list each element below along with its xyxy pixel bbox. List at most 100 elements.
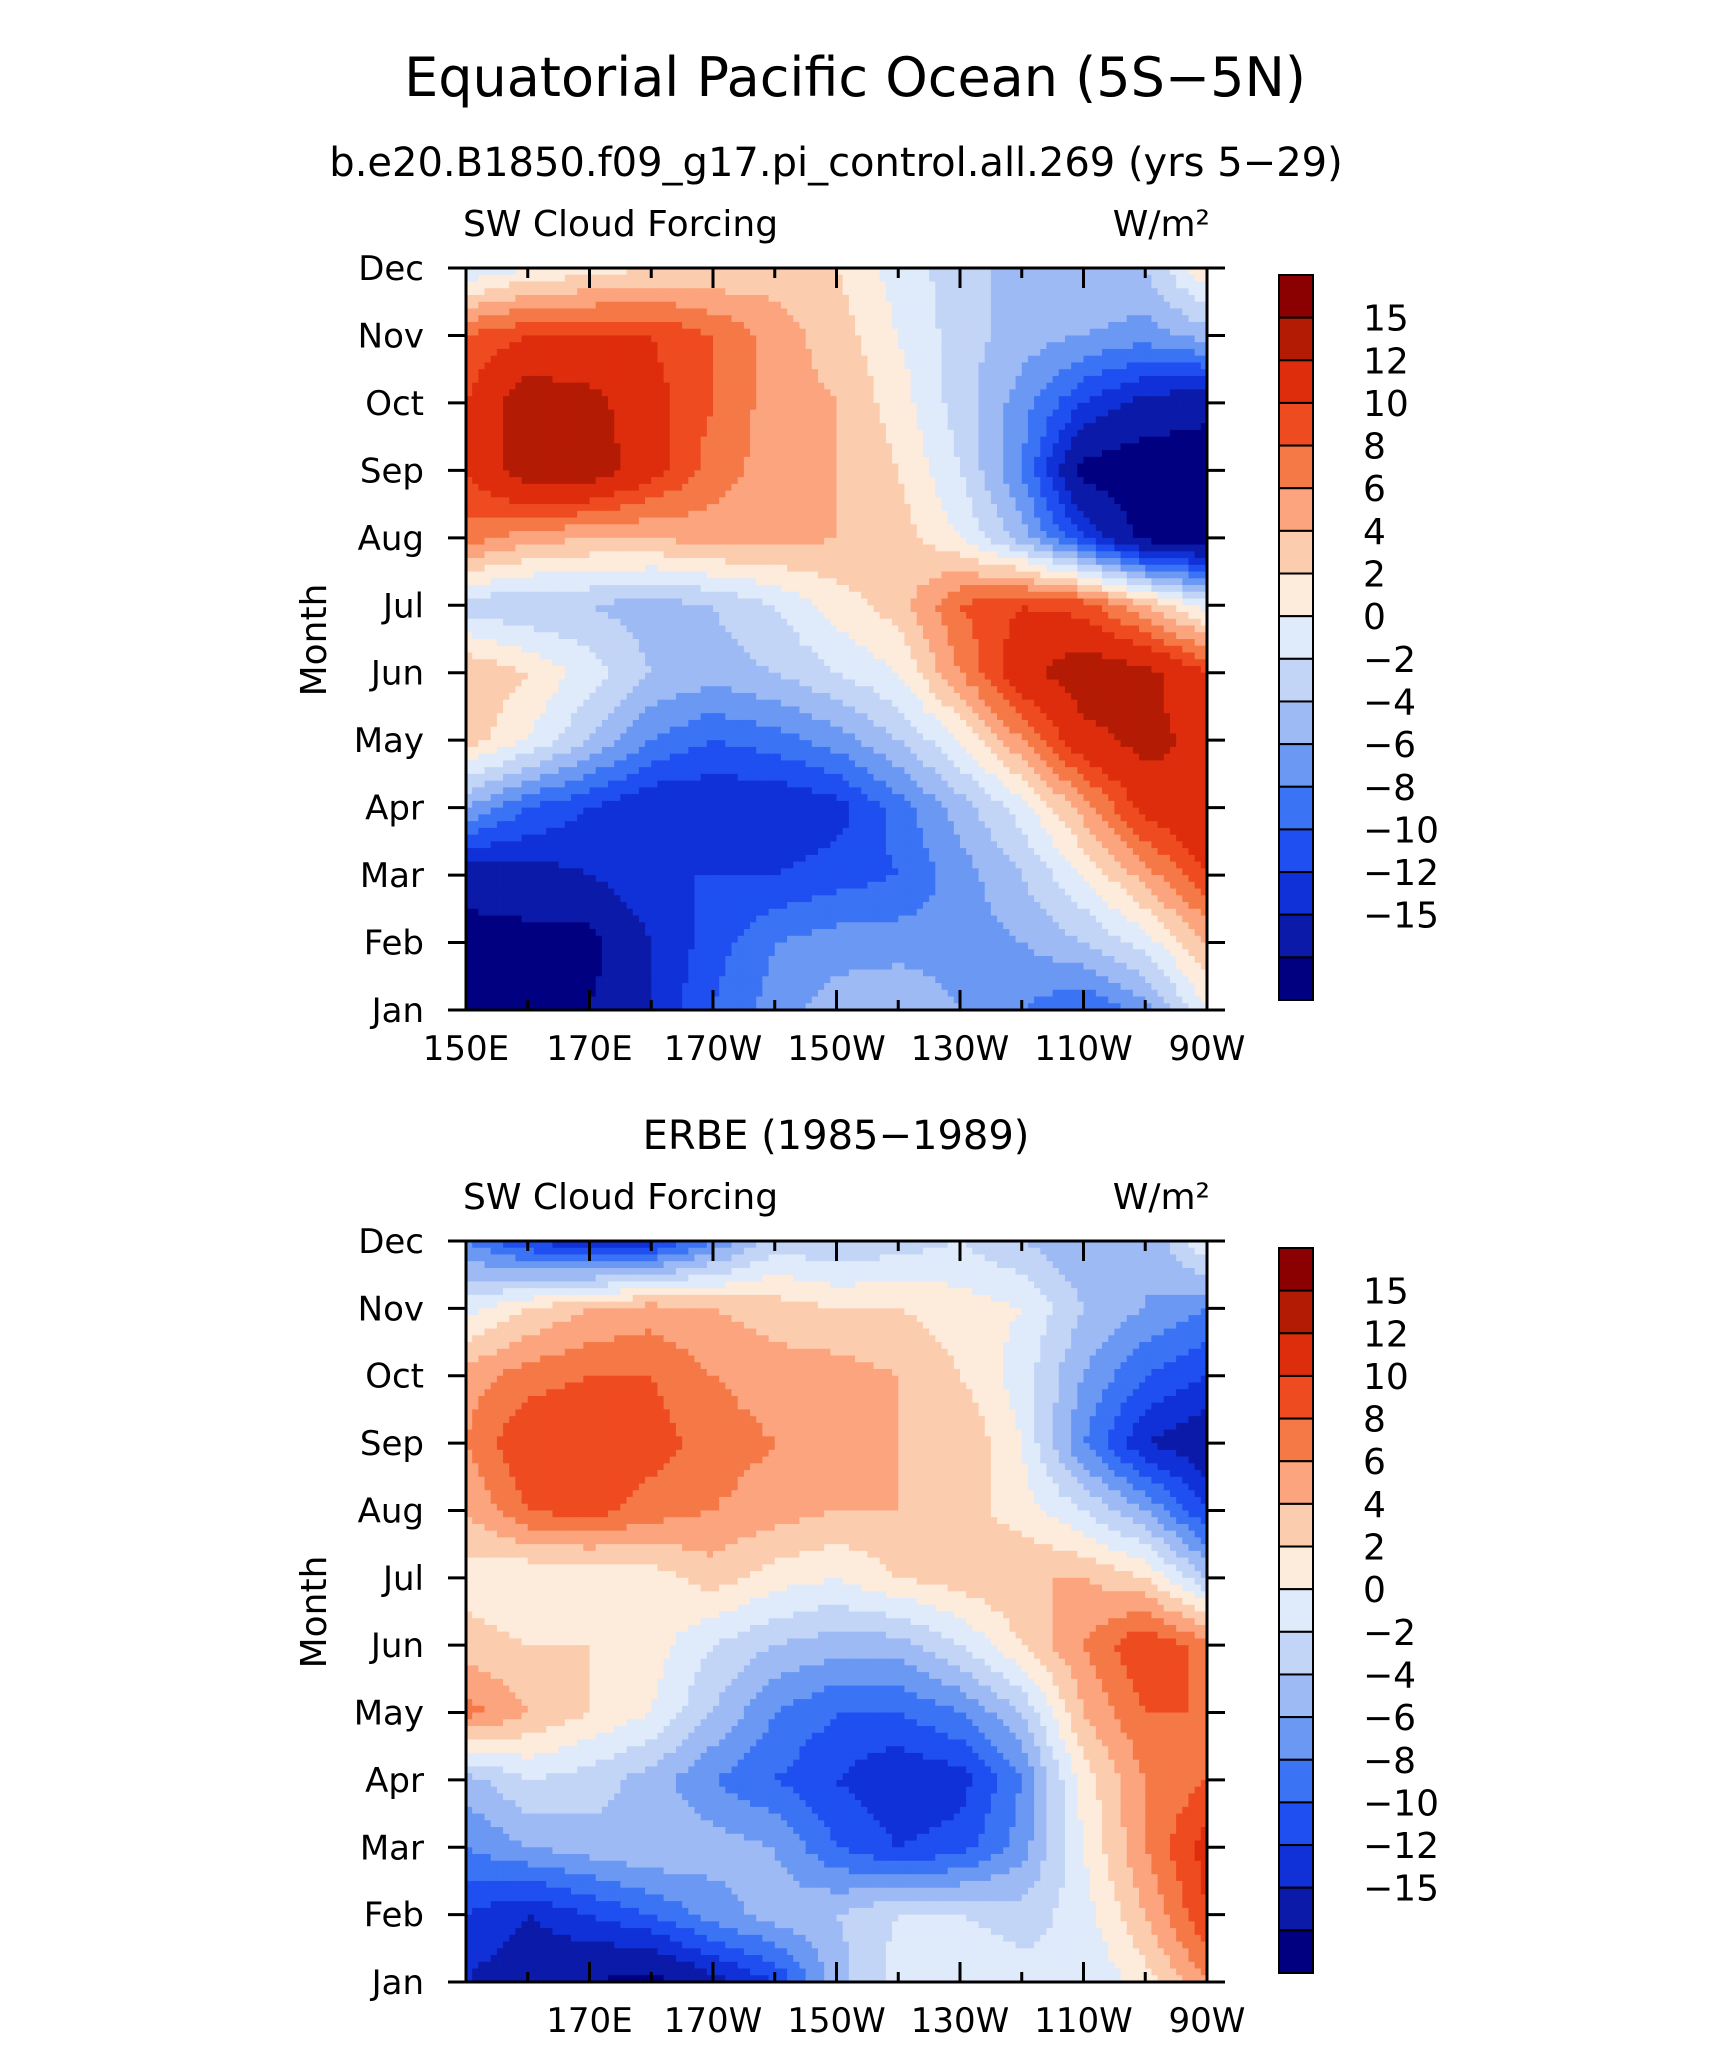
contour-cell: [601, 497, 609, 505]
contour-cell: [997, 274, 1004, 283]
contour-cell: [1188, 402, 1196, 411]
contour-cell: [743, 301, 751, 310]
contour-cell: [688, 382, 696, 391]
contour-cell: [731, 335, 739, 343]
contour-cell: [503, 382, 510, 391]
contour-cell: [1046, 477, 1054, 485]
contour-cell: [811, 294, 819, 303]
contour-cell: [706, 456, 714, 465]
contour-cell: [1120, 375, 1128, 384]
contour-cell: [873, 409, 881, 417]
contour-cell: [1151, 537, 1159, 546]
contour-cell: [799, 531, 807, 539]
contour-cell: [651, 308, 659, 316]
contour-cell: [984, 315, 992, 323]
contour-cell: [799, 375, 807, 384]
contour-cell: [1145, 328, 1153, 337]
contour-cell: [1102, 483, 1109, 492]
contour-cell: [669, 274, 677, 283]
contour-cell: [978, 281, 986, 289]
contour-cell: [947, 409, 955, 417]
contour-cell: [521, 510, 529, 519]
contour-cell: [750, 342, 757, 350]
contour-cell: [830, 429, 838, 438]
contour-cell: [1151, 308, 1159, 316]
contour-cell: [626, 504, 634, 512]
contour-cell: [1095, 470, 1103, 478]
contour-cell: [638, 402, 646, 411]
contour-cell: [984, 335, 992, 343]
contour-cell: [1027, 537, 1035, 546]
contour-cell: [1077, 477, 1085, 485]
contour-cell: [762, 396, 770, 404]
contour-cell: [688, 524, 696, 532]
contour-cell: [638, 389, 646, 397]
contour-cell: [509, 294, 516, 303]
contour-cell: [780, 544, 788, 552]
contour-cell: [1015, 348, 1023, 357]
contour-cell: [780, 463, 788, 471]
contour-cell: [1083, 510, 1091, 519]
contour-cell: [1021, 450, 1029, 458]
contour-cell: [614, 544, 621, 552]
contour-cell: [848, 429, 856, 438]
contour-cell: [1194, 335, 1202, 343]
contour-cell: [1102, 342, 1109, 350]
contour-cell: [626, 328, 634, 337]
contour-cell: [496, 537, 504, 546]
contour-cell: [1052, 375, 1060, 384]
panel-left-label: SW Cloud Forcing: [463, 204, 778, 245]
contour-cell: [947, 429, 955, 438]
contour-cell: [1151, 443, 1159, 451]
contour-cell: [509, 483, 516, 492]
contour-cell: [1095, 416, 1103, 424]
contour-cell: [1009, 483, 1017, 492]
contour-cell: [1114, 396, 1122, 404]
contour-cell: [527, 335, 535, 343]
contour-cell: [1194, 456, 1202, 465]
contour-cell: [861, 294, 868, 303]
contour-cell: [1046, 315, 1054, 323]
contour-cell: [1176, 531, 1183, 539]
contour-cell: [1077, 524, 1085, 532]
contour-cell: [1139, 389, 1146, 397]
contour-cell: [521, 328, 529, 337]
contour-cell: [780, 328, 788, 337]
contour-cell: [1176, 369, 1183, 377]
contour-cell: [608, 342, 615, 350]
contour-cell: [1145, 490, 1153, 498]
contour-cell: [750, 281, 757, 289]
contour-cell: [743, 369, 751, 377]
contour-cell: [941, 450, 949, 458]
contour-cell: [756, 510, 763, 519]
contour-cell: [855, 483, 862, 492]
contour-cell: [873, 463, 881, 471]
contour-cell: [929, 524, 936, 532]
contour-cell: [564, 483, 572, 492]
contour-cell: [626, 369, 634, 377]
contour-cell: [867, 274, 875, 283]
contour-cell: [706, 335, 714, 343]
contour-cell: [601, 463, 609, 471]
contour-cell: [1139, 348, 1146, 357]
contour-cell: [583, 537, 591, 546]
contour-cell: [1064, 288, 1072, 296]
contour-cell: [743, 524, 751, 532]
contour-cell: [663, 429, 671, 438]
contour-cell: [533, 268, 541, 276]
contour-cell: [515, 517, 523, 525]
contour-cell: [947, 389, 955, 397]
contour-cell: [490, 288, 498, 296]
contour-cell: [848, 490, 856, 498]
contour-cell: [1114, 308, 1122, 316]
contour-cell: [669, 362, 677, 370]
contour-cell: [774, 504, 782, 512]
contour-cell: [1108, 274, 1115, 283]
contour-cell: [540, 288, 547, 296]
contour-cell: [1176, 274, 1183, 283]
contour-cell: [564, 436, 572, 444]
contour-cell: [1145, 524, 1153, 532]
contour-cell: [533, 362, 541, 370]
contour-cell: [521, 531, 529, 539]
contour-cell: [694, 510, 702, 519]
